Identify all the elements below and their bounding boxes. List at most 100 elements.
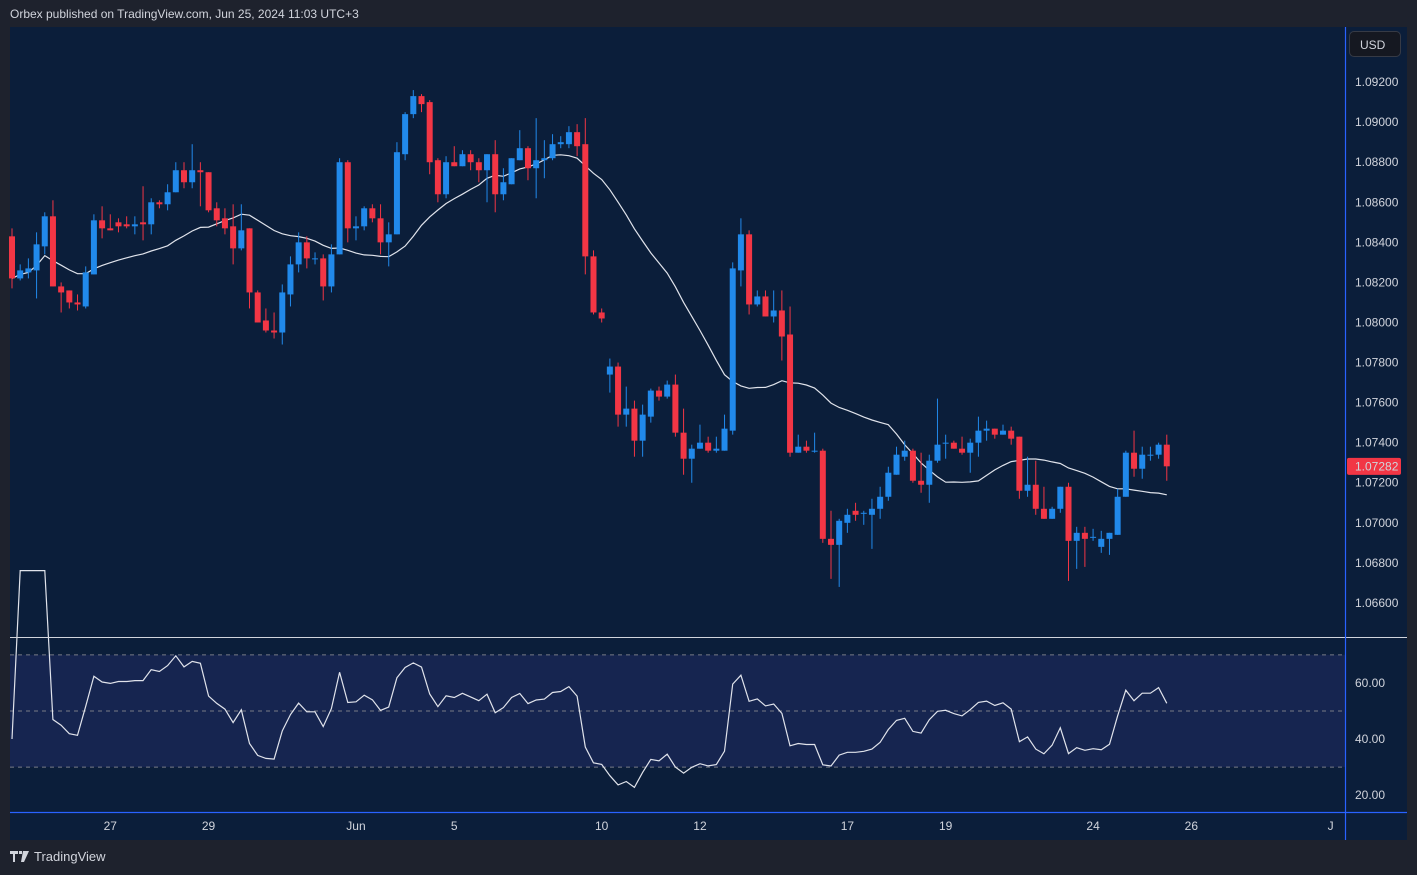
candle	[1090, 528, 1097, 541]
candle-body	[148, 202, 155, 225]
time-tick-label: 10	[595, 819, 609, 833]
candle-body	[25, 268, 32, 273]
candle-body	[844, 514, 851, 523]
candle	[475, 158, 482, 183]
candle-body	[1049, 508, 1056, 519]
candle-body	[303, 242, 310, 259]
candle	[25, 258, 32, 279]
candle-body	[656, 390, 663, 397]
candle	[1114, 488, 1121, 535]
candle-body	[615, 366, 622, 415]
rsi-axis[interactable]: 60.00 40.00 20.00	[1355, 676, 1385, 802]
candle	[1122, 450, 1129, 497]
candle	[844, 508, 851, 533]
time-tick-label: 12	[693, 819, 707, 833]
candle	[508, 158, 515, 185]
candle	[1024, 456, 1031, 497]
time-tick-label: 5	[451, 819, 458, 833]
candle	[656, 386, 663, 401]
candle-body	[983, 428, 990, 431]
candle	[803, 440, 810, 453]
candle	[33, 232, 40, 299]
price-axis[interactable]: 1.09200 1.09000 1.08800 1.08600 1.08400 1.082…	[1355, 75, 1399, 610]
candle	[950, 440, 957, 449]
candle-body	[467, 154, 474, 163]
candle	[901, 440, 908, 461]
candle-body	[164, 192, 171, 205]
candle	[770, 290, 777, 323]
candle-body	[1155, 444, 1162, 455]
candle	[688, 444, 695, 483]
candle	[606, 358, 613, 393]
candle	[664, 380, 671, 399]
candle-body	[336, 162, 343, 255]
tradingview-logo[interactable]: TradingView	[10, 849, 106, 864]
candle	[393, 142, 400, 235]
candle	[959, 436, 966, 455]
time-tick-label: 27	[104, 819, 118, 833]
candle-body	[623, 408, 630, 415]
candle-body	[1131, 452, 1138, 469]
candle	[9, 228, 15, 289]
candle	[295, 232, 302, 273]
time-axis[interactable]: 27 29 Jun 5 10 12 17 19 24 26 J	[104, 819, 1334, 833]
candle-body	[492, 154, 499, 195]
candle-body	[328, 254, 335, 287]
candle-body	[180, 170, 187, 183]
candle	[787, 306, 794, 457]
candle	[1073, 526, 1080, 569]
candle-body	[778, 310, 785, 337]
time-tick-label: 19	[939, 819, 953, 833]
candle	[1139, 446, 1146, 479]
candle	[967, 438, 974, 473]
candle	[647, 388, 654, 423]
candle	[836, 518, 843, 587]
candle	[1098, 530, 1105, 553]
candle	[524, 146, 531, 181]
candle-body	[1032, 484, 1039, 509]
candle	[877, 486, 884, 519]
candle-body	[549, 144, 556, 159]
price-tick-label: 1.08400	[1355, 235, 1399, 249]
candle	[909, 448, 916, 483]
candle-body	[729, 268, 736, 431]
candle-body	[582, 144, 589, 257]
candle	[484, 154, 491, 203]
candle-body	[1147, 454, 1154, 456]
candle-body	[1065, 486, 1072, 541]
candle	[1106, 532, 1113, 555]
candle	[148, 198, 155, 235]
candle-body	[434, 160, 441, 195]
candle	[377, 204, 384, 255]
candle	[434, 158, 441, 203]
candle	[975, 416, 982, 457]
candle-body	[295, 242, 302, 265]
candle-body	[811, 450, 818, 452]
candle-body	[721, 428, 728, 451]
candle-body	[99, 220, 106, 229]
time-tick-label: Jun	[346, 819, 365, 833]
candle	[262, 308, 269, 333]
candle-body	[402, 114, 409, 155]
candle-body	[590, 256, 597, 313]
candle	[312, 252, 319, 265]
currency-button[interactable]: USD	[1349, 31, 1401, 57]
price-tick-label: 1.07800	[1355, 356, 1399, 370]
candle	[1163, 434, 1170, 481]
candle	[82, 266, 89, 309]
candle-body	[639, 414, 646, 441]
candle-body	[918, 480, 925, 485]
candle-body	[410, 96, 417, 115]
candle-body	[1106, 532, 1113, 539]
candle-body	[213, 208, 220, 221]
candle	[164, 184, 171, 211]
candle-body	[1122, 452, 1129, 497]
candle-body	[500, 182, 507, 195]
candle	[696, 424, 703, 449]
price-tick-label: 1.07000	[1355, 516, 1399, 530]
candle-body	[606, 366, 613, 375]
time-tick-label: 24	[1086, 819, 1100, 833]
candle	[205, 172, 212, 213]
brand-name: TradingView	[34, 849, 106, 864]
